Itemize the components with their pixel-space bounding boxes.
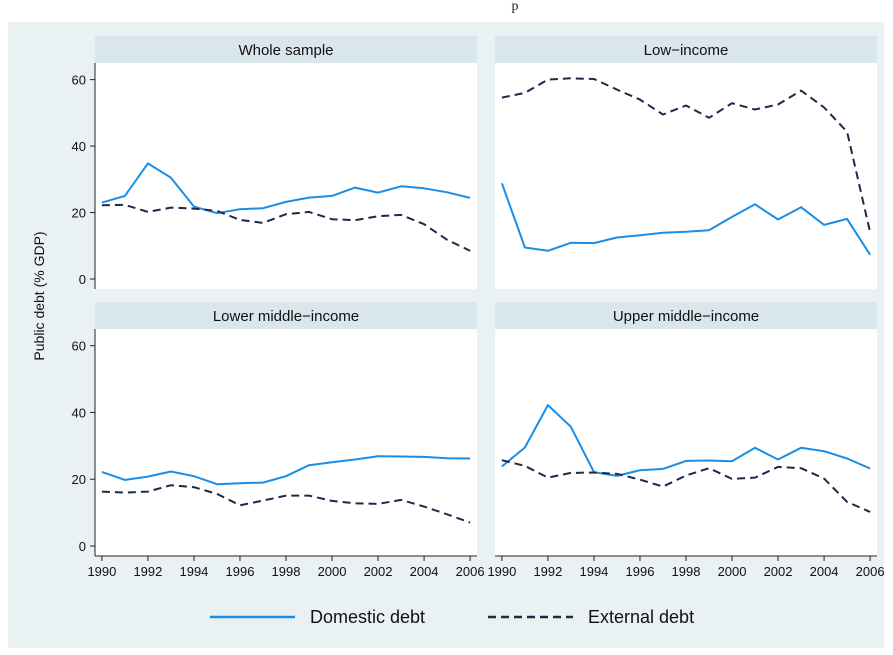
x-tick-label-3-6: 2002 xyxy=(764,564,793,579)
x-tick-label-3-5: 2000 xyxy=(718,564,747,579)
series-line-domestic-panel-1 xyxy=(500,182,871,256)
y-tick-label-0-2: 40 xyxy=(72,139,86,154)
series-line-domestic-panel-0 xyxy=(101,162,471,215)
series-line-external-panel-0 xyxy=(101,203,471,252)
x-tick-label-3-4: 1998 xyxy=(672,564,701,579)
x-tick-label-2-6: 2002 xyxy=(364,564,393,579)
x-tick-label-2-5: 2000 xyxy=(318,564,347,579)
x-tick-label-2-4: 1998 xyxy=(272,564,301,579)
x-tick-label-2-3: 1996 xyxy=(226,564,255,579)
y-tick-label-2-0: 0 xyxy=(79,539,86,554)
panel-strip-1 xyxy=(495,36,877,63)
panel-title-2: Lower middle−income xyxy=(213,308,359,325)
x-tick-label-3-2: 1994 xyxy=(579,564,608,579)
series-line-external-panel-3 xyxy=(501,459,871,513)
panel-strip-3 xyxy=(495,302,877,329)
x-tick-label-3-0: 1990 xyxy=(487,564,516,579)
x-tick-label-3-7: 2004 xyxy=(810,564,839,579)
panel-plot-area-2 xyxy=(95,329,477,556)
panel-title-1: Low−income xyxy=(644,42,729,59)
y-axis-title: Public debt (% GDP) xyxy=(31,231,47,360)
y-tick-label-0-1: 20 xyxy=(72,206,86,221)
y-tick-label-2-2: 40 xyxy=(72,405,86,420)
y-tick-label-2-3: 60 xyxy=(72,339,86,354)
x-tick-label-2-0: 1990 xyxy=(87,564,116,579)
panel-title-3: Upper middle−income xyxy=(613,308,759,325)
x-tick-label-3-3: 1996 xyxy=(626,564,655,579)
panel-plot-area-1 xyxy=(495,63,877,289)
x-tick-label-2-8: 2006 xyxy=(456,564,485,579)
series-line-domestic-panel-3 xyxy=(501,404,871,477)
x-tick-label-3-8: 2006 xyxy=(856,564,885,579)
legend-label-external: External debt xyxy=(588,607,694,627)
series-line-external-panel-2 xyxy=(101,484,471,524)
series-line-external-panel-1 xyxy=(501,77,872,233)
legend-label-domestic: Domestic debt xyxy=(310,607,425,627)
panel-strip-2 xyxy=(95,302,477,329)
y-tick-label-0-3: 60 xyxy=(72,73,86,88)
top-caption-fragment: p xyxy=(512,0,519,14)
panel-plot-area-3 xyxy=(495,329,877,556)
panel-strip-0 xyxy=(95,36,477,63)
x-tick-label-3-1: 1992 xyxy=(533,564,562,579)
series-line-domestic-panel-2 xyxy=(101,455,471,486)
panel-plot-area-0 xyxy=(95,63,477,289)
x-tick-label-2-1: 1992 xyxy=(133,564,162,579)
y-tick-label-2-1: 20 xyxy=(72,472,86,487)
x-tick-label-2-2: 1994 xyxy=(179,564,208,579)
y-tick-label-0-0: 0 xyxy=(79,272,86,287)
x-tick-label-2-7: 2004 xyxy=(410,564,439,579)
panel-title-0: Whole sample xyxy=(238,42,333,59)
